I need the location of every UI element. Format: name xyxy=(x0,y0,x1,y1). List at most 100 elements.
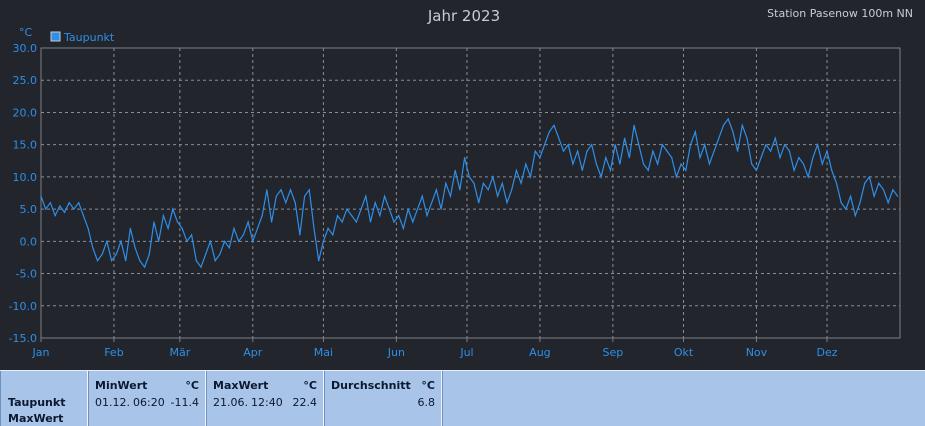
data-point xyxy=(826,150,828,152)
data-point xyxy=(308,189,310,191)
data-point xyxy=(647,169,649,171)
data-point xyxy=(346,208,348,210)
data-point xyxy=(544,144,546,146)
data-point xyxy=(600,176,602,178)
data-point xyxy=(534,150,536,152)
y-tick-label: 10.0 xyxy=(13,171,38,184)
data-point xyxy=(313,227,315,229)
x-tick-label: Jul xyxy=(459,346,473,359)
data-point xyxy=(468,176,470,178)
plot-frame xyxy=(40,47,901,339)
stats-label-cell: Taupunkt MaxWert xyxy=(0,371,88,426)
data-point xyxy=(817,144,819,146)
stats-avg-cell: Durchschnitt °C 6.8 xyxy=(324,371,442,426)
data-point xyxy=(798,157,800,159)
data-point xyxy=(482,182,484,184)
data-point xyxy=(755,169,758,171)
y-tick-label: -5.0 xyxy=(16,268,37,281)
max-value: 22.4 xyxy=(292,396,318,409)
data-point xyxy=(449,195,452,197)
data-point xyxy=(821,163,823,165)
y-tick-label: 20.0 xyxy=(13,106,38,119)
data-point xyxy=(661,144,663,146)
data-point xyxy=(506,202,508,204)
data-point xyxy=(351,215,353,217)
data-point xyxy=(548,131,550,133)
data-point xyxy=(675,176,678,178)
data-point xyxy=(205,253,207,255)
data-point xyxy=(539,157,541,159)
data-point xyxy=(473,182,475,184)
data-point xyxy=(770,150,772,152)
data-point xyxy=(666,150,668,152)
data-point xyxy=(120,240,122,242)
data-point xyxy=(511,189,513,191)
data-point xyxy=(49,202,52,204)
data-point xyxy=(209,240,211,242)
data-point xyxy=(360,208,362,210)
data-point xyxy=(45,208,47,210)
data-point xyxy=(139,260,141,262)
data-point xyxy=(586,150,588,152)
avg-unit: °C xyxy=(421,379,435,392)
data-point xyxy=(426,215,428,217)
data-point xyxy=(318,260,320,262)
data-point xyxy=(299,234,301,236)
data-point xyxy=(252,240,254,242)
points-layer xyxy=(40,118,899,268)
data-point xyxy=(158,240,160,242)
data-point xyxy=(591,144,593,146)
data-point xyxy=(562,150,565,152)
legend-label[interactable]: Taupunkt xyxy=(63,31,115,44)
data-point xyxy=(261,215,263,217)
data-point xyxy=(341,221,343,223)
data-point xyxy=(492,176,494,178)
data-point xyxy=(153,221,155,223)
x-tick-label: Okt xyxy=(674,346,694,359)
data-point xyxy=(897,195,899,197)
data-point xyxy=(115,253,117,255)
data-point xyxy=(294,202,296,204)
avg-header: Durchschnitt xyxy=(331,379,411,392)
data-point xyxy=(172,208,174,210)
data-point xyxy=(285,202,287,204)
data-point xyxy=(125,260,127,262)
data-point xyxy=(238,240,240,242)
avg-value: 6.8 xyxy=(417,396,436,409)
data-point xyxy=(699,157,701,159)
data-point xyxy=(162,215,164,217)
data-point xyxy=(605,157,607,159)
data-point xyxy=(788,150,791,152)
data-point xyxy=(784,144,786,146)
data-point xyxy=(393,221,395,223)
x-tick-label: Jun xyxy=(387,346,405,359)
chart-title: Jahr 2023 xyxy=(427,7,500,25)
data-point xyxy=(369,221,372,223)
data-point xyxy=(54,215,56,217)
data-point xyxy=(737,150,739,152)
data-point xyxy=(304,195,306,197)
stats-max-cell: MaxWert °C 21.06. 12:40 22.4 xyxy=(206,371,324,426)
data-point xyxy=(440,208,442,210)
y-tick-label: 0.0 xyxy=(20,235,38,248)
stats-row-label-2: MaxWert xyxy=(8,412,64,425)
data-point xyxy=(271,221,273,223)
data-point xyxy=(850,195,852,197)
data-point xyxy=(200,266,202,268)
data-point xyxy=(529,176,532,178)
data-point xyxy=(515,169,518,171)
data-point xyxy=(765,144,767,146)
data-point xyxy=(873,195,875,197)
min-date: 01.12. xyxy=(95,396,130,409)
data-point xyxy=(421,195,423,197)
data-point xyxy=(694,131,696,133)
x-tick-label: Feb xyxy=(104,346,123,359)
min-value: -11.4 xyxy=(170,396,199,409)
data-point xyxy=(572,163,574,165)
data-point xyxy=(256,227,259,229)
data-point xyxy=(106,240,108,242)
data-point xyxy=(247,221,249,223)
data-point xyxy=(336,215,339,217)
data-point xyxy=(148,253,150,255)
data-point xyxy=(708,163,711,165)
